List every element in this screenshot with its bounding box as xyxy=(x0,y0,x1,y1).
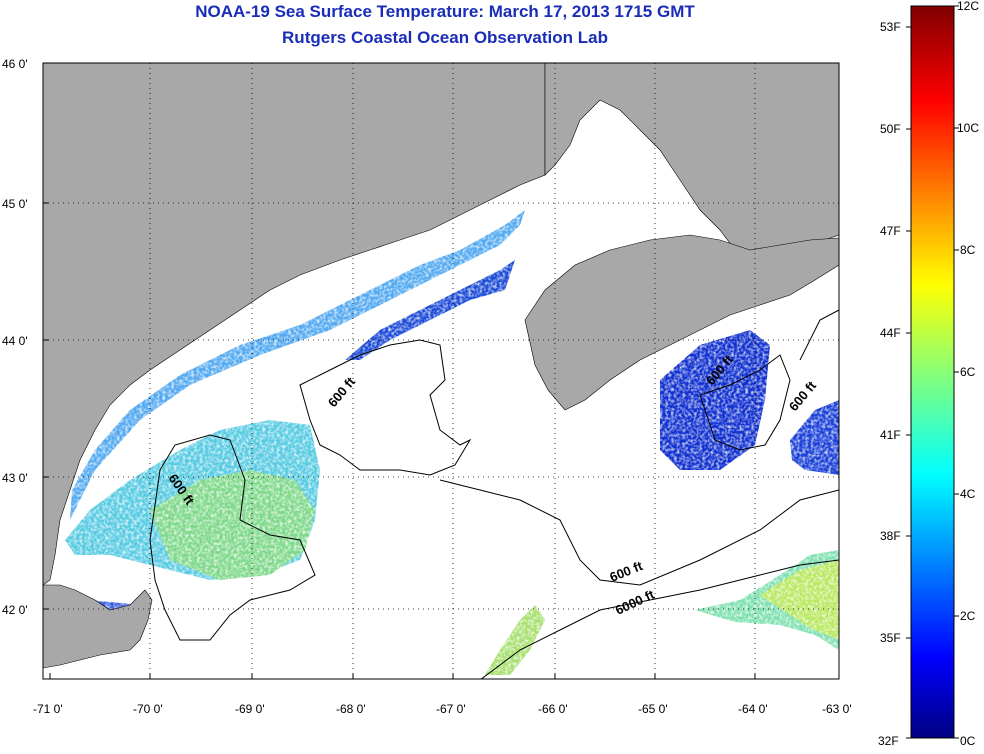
lon-label-66: -66 0' xyxy=(538,702,568,716)
lon-label-70: -70 0' xyxy=(133,702,163,716)
colorbar-c-10: 10C xyxy=(957,121,979,135)
lon-label-67: -67 0' xyxy=(436,702,466,716)
colorbar-c-0: 0C xyxy=(960,734,976,748)
lat-label-45: 45 0' xyxy=(2,197,28,211)
colorbar-f-47: 47F xyxy=(880,224,901,238)
lon-label-71: -71 0' xyxy=(33,702,63,716)
lat-label-42: 42 0' xyxy=(2,603,28,617)
colorbar-f-53: 53F xyxy=(880,20,901,34)
lon-label-65: -65 0' xyxy=(638,702,668,716)
land-layer xyxy=(43,63,839,669)
colorbar-c-4: 4C xyxy=(960,487,976,501)
colorbar-gradient xyxy=(910,5,955,739)
lat-label-44: 44 0' xyxy=(2,334,28,348)
colorbar-c-2: 2C xyxy=(960,609,976,623)
lat-label-46: 46 0' xyxy=(2,57,28,71)
bathymetry-contours xyxy=(149,309,839,679)
colorbar-f-38: 38F xyxy=(880,529,901,543)
colorbar-f-32: 32F xyxy=(878,734,899,748)
lon-label-68: -68 0' xyxy=(336,702,366,716)
lon-label-69: -69 0' xyxy=(235,702,265,716)
colorbar-f-50: 50F xyxy=(880,122,901,136)
map-frame xyxy=(42,62,840,680)
colorbar-c-12: 12C xyxy=(957,0,979,13)
colorbar-f-41: 41F xyxy=(880,428,901,442)
colorbar-f-44: 44F xyxy=(880,326,901,340)
colorbar-c-8: 8C xyxy=(960,243,976,257)
map-title: NOAA-19 Sea Surface Temperature: March 1… xyxy=(195,2,695,21)
lon-label-64: -64 0' xyxy=(738,702,768,716)
lon-label-63: -63 0' xyxy=(822,702,852,716)
colorbar-f-35: 35F xyxy=(880,631,901,645)
colorbar: 53F 50F 47F 44F 41F 38F 35F 32F 12C 10C … xyxy=(878,0,979,748)
lat-label-43: 43 0' xyxy=(2,471,28,485)
colorbar-c-6: 6C xyxy=(960,365,976,379)
map-subtitle: Rutgers Coastal Ocean Observation Lab xyxy=(282,28,608,47)
